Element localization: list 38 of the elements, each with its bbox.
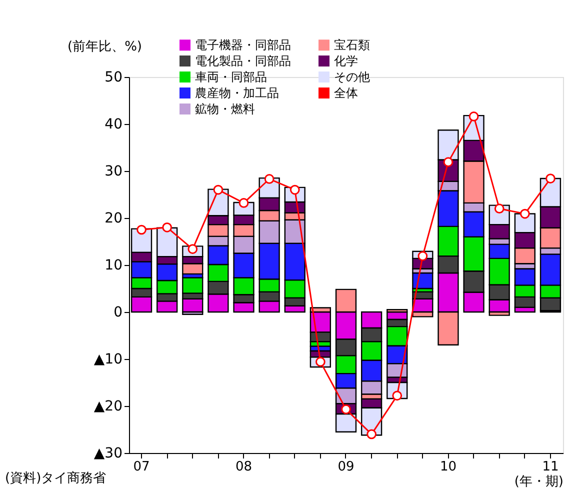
x-tick-label: 10 — [440, 460, 457, 474]
legend-label: 宝石類 — [334, 38, 370, 52]
y-tick-label: ▲30 — [94, 446, 122, 462]
point — [443, 157, 454, 167]
y-tick-label: 20 — [104, 210, 122, 226]
y-tick-label: 0 — [114, 304, 122, 320]
legend-label: 電子機器・同部品 — [195, 38, 291, 52]
point — [264, 174, 274, 184]
legend-label: 化学 — [334, 54, 358, 68]
point — [136, 224, 146, 235]
x-tick-label: 08 — [235, 460, 252, 474]
y-tick-label: 10 — [104, 258, 122, 274]
legend-label: 鉱物・燃料 — [195, 102, 255, 116]
point — [213, 184, 224, 195]
legend-label: その他 — [334, 70, 370, 84]
point — [546, 174, 556, 184]
y-tick-label: ▲10 — [94, 352, 122, 368]
point — [238, 198, 249, 208]
x-tick-label: 07 — [133, 460, 150, 474]
legend-label: 全体 — [334, 86, 358, 100]
x-tick-label: 09 — [338, 460, 354, 474]
legend-label: 車両・同部品 — [195, 70, 267, 84]
y-tick-label: 50 — [104, 70, 122, 86]
point — [366, 429, 376, 440]
legend-label: 電化製品・同部品 — [195, 54, 291, 68]
x-tick-label: 11 — [542, 460, 559, 474]
point — [418, 251, 428, 261]
point — [162, 222, 172, 232]
y-tick-label: 30 — [104, 164, 122, 180]
point — [494, 204, 504, 214]
point — [520, 208, 530, 219]
y-tick-label: 40 — [104, 116, 122, 132]
y-tick-label: ▲20 — [94, 398, 122, 414]
y-axis-title: (前年比、%) — [68, 40, 142, 54]
point — [468, 112, 479, 122]
x-axis-title: (年・期) — [514, 474, 564, 490]
legend-label: 農産物・加工品 — [195, 86, 279, 100]
text: (資料)タイ商務省 — [5, 471, 106, 486]
